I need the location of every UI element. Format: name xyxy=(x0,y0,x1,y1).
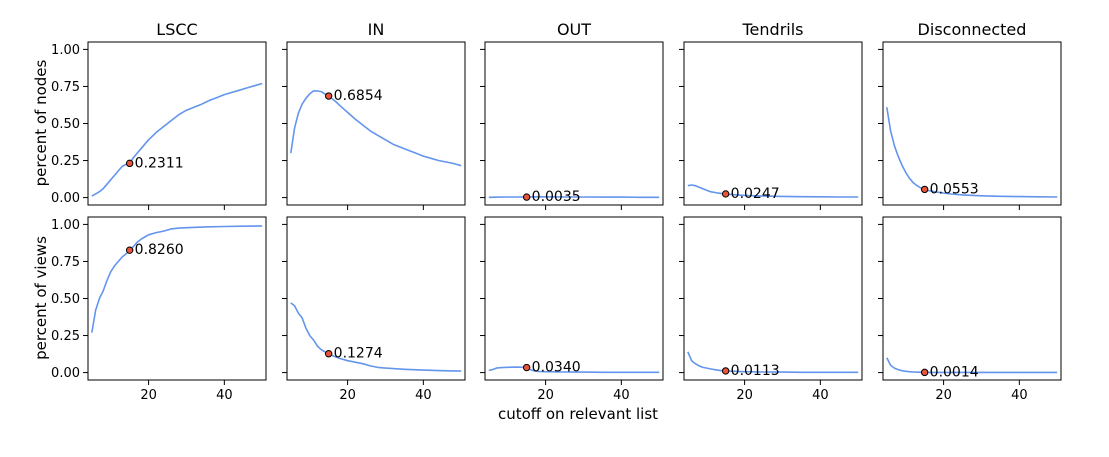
panel-frame xyxy=(286,216,466,381)
panel-0-2: 0.0035 xyxy=(480,41,664,210)
panel-0-3: 0.0247 xyxy=(679,41,863,210)
cutoff-value-label: 0.0014 xyxy=(930,364,979,380)
y-tick-label: 0.50 xyxy=(51,292,80,307)
panel-1-2: 20 40 0.0340 xyxy=(480,216,664,403)
y-tick-label: 0.25 xyxy=(51,154,80,169)
cutoff-value-label: 0.0113 xyxy=(731,363,780,379)
panel-0-4: 0.0553 xyxy=(878,41,1062,210)
cutoff-marker xyxy=(125,246,134,254)
y-tick-label: 1.00 xyxy=(51,43,80,58)
x-tick-label: 40 xyxy=(415,388,432,403)
series-line xyxy=(290,302,462,372)
x-tick-label: 20 xyxy=(339,388,356,403)
x-tick-label: 20 xyxy=(140,388,157,403)
ylabel-percent-of-views: percent of views xyxy=(32,236,50,360)
series-line xyxy=(91,82,263,197)
column-title-lscc: LSCC xyxy=(156,20,197,39)
panel-frame xyxy=(882,41,1062,206)
panel-1-4: 20 40 0.0014 xyxy=(878,216,1062,403)
xlabel-cutoff: cutoff on relevant list xyxy=(498,405,658,423)
cutoff-value-label: 0.0247 xyxy=(731,186,780,202)
column-title-tendrils: Tendrils xyxy=(742,20,804,39)
column-title-in: IN xyxy=(368,20,385,39)
series-line xyxy=(290,90,462,167)
panel-1-3: 20 40 0.0113 xyxy=(679,216,863,403)
x-tick-label: 40 xyxy=(216,388,233,403)
panel-0-0: 0.00 0.25 0.50 0.75 1.00 0.2311 xyxy=(51,41,267,210)
panel-0-1: 0.6854 xyxy=(282,41,466,210)
column-title-disconnected: Disconnected xyxy=(918,20,1027,39)
cutoff-marker xyxy=(920,368,929,377)
series-line xyxy=(488,366,660,374)
x-tick-label: 40 xyxy=(812,388,829,403)
cutoff-value-label: 0.2311 xyxy=(135,155,184,171)
cutoff-marker xyxy=(324,350,333,358)
cutoff-value-label: 0.0340 xyxy=(532,360,581,376)
y-tick-label: 0.00 xyxy=(51,191,80,206)
cutoff-marker xyxy=(324,92,333,100)
cutoff-value-label: 0.0035 xyxy=(532,189,581,205)
panel-frame xyxy=(882,216,1062,381)
x-tick-label: 40 xyxy=(613,388,630,403)
x-tick-label: 20 xyxy=(537,388,554,403)
cutoff-value-label: 0.6854 xyxy=(334,88,383,104)
panel-frame xyxy=(286,41,466,206)
ylabel-percent-of-nodes: percent of nodes xyxy=(32,59,50,186)
series-line xyxy=(488,196,660,199)
panel-frame xyxy=(87,41,267,206)
panel-frame xyxy=(484,41,664,206)
panel-frame xyxy=(87,216,267,381)
cutoff-marker xyxy=(125,159,134,168)
cutoff-marker xyxy=(721,367,730,375)
series-line xyxy=(91,225,263,333)
cutoff-marker xyxy=(522,363,531,372)
cutoff-marker xyxy=(522,193,531,201)
cutoff-marker xyxy=(920,185,929,194)
y-tick-label: 0.75 xyxy=(51,255,80,270)
cutoff-value-label: 0.1274 xyxy=(334,346,383,362)
cutoff-value-label: 0.8260 xyxy=(135,242,184,258)
panel-1-0: 0.00 0.25 0.50 0.75 1.00 20 40 0.8260 xyxy=(51,216,267,403)
panel-1-1: 20 40 0.1274 xyxy=(282,216,466,403)
x-tick-label: 20 xyxy=(935,388,952,403)
panel-frame xyxy=(683,41,863,206)
y-tick-label: 0.00 xyxy=(51,366,80,381)
y-tick-label: 0.50 xyxy=(51,117,80,132)
y-tick-label: 0.25 xyxy=(51,329,80,344)
column-title-out: OUT xyxy=(557,20,591,39)
x-tick-label: 20 xyxy=(736,388,753,403)
panel-frame xyxy=(484,216,664,381)
y-tick-label: 0.75 xyxy=(51,80,80,95)
cutoff-marker xyxy=(721,190,730,198)
panel-frame xyxy=(683,216,863,381)
cutoff-value-label: 0.0553 xyxy=(930,181,979,197)
y-tick-label: 1.00 xyxy=(51,218,80,233)
x-tick-label: 40 xyxy=(1011,388,1028,403)
